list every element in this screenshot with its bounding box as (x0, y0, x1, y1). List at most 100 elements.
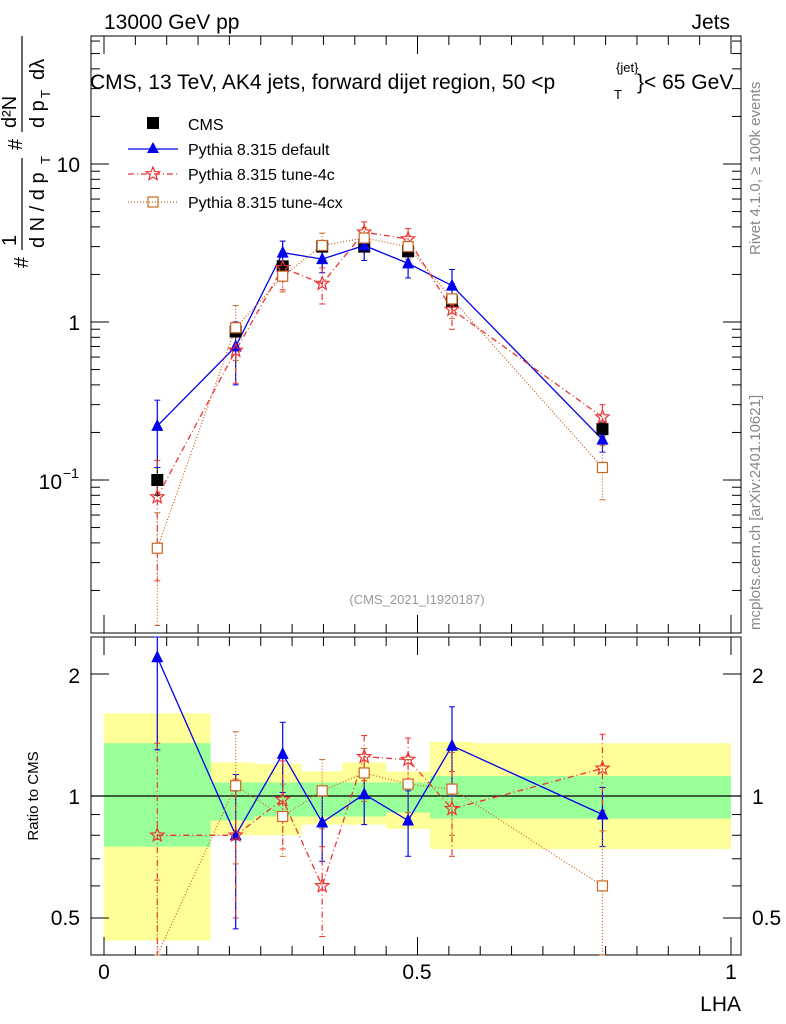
main-ytick-label-1: 1 (68, 312, 80, 335)
ratio-point-pythia-8-315-tune-4c (313, 877, 331, 893)
ratio-y-axis-label: Ratio to CMS (25, 751, 42, 840)
ratio-point-pythia-8-315-default (151, 650, 164, 663)
ratio-series-layer (149, 636, 611, 956)
ratio-point-pythia-8-315-tune-4cx (446, 783, 458, 795)
main-ytick-label-0p1-base: 10 (39, 471, 62, 494)
ratio-point-pythia-8-315-tune-4cx (230, 780, 242, 792)
x-axis-label: LHA (700, 993, 741, 1016)
legend-label-default: Pythia 8.315 default (188, 142, 330, 159)
ratio-point-pythia-8-315-tune-4c (227, 826, 244, 843)
legend-label-tune4cx: Pythia 8.315 tune-4cx (188, 195, 343, 212)
legend-marker-default (147, 142, 159, 153)
main-point-cms (151, 474, 164, 486)
main-series-layer (149, 221, 611, 626)
plot-title: CMS, 13 TeV, AK4 jets, forward dijet reg… (90, 60, 733, 102)
main-line-pythia-8-315-tune-4c (156, 231, 603, 498)
ratio-point-pythia-8-315-tune-4cx (277, 810, 289, 823)
ratio-ytick-label-0p5-right: 0.5 (752, 907, 781, 930)
xtick-label-1: 1 (725, 961, 737, 984)
title-main: CMS, 13 TeV, AK4 jets, forward dijet reg… (90, 71, 555, 94)
xtick-label-0p5: 0.5 (402, 961, 431, 984)
title-sup-jet: {jet} (616, 60, 639, 75)
ratio-point-pythia-8-315-tune-4cx (402, 778, 414, 790)
main-point-pythia-8-315-tune-4c (443, 300, 461, 317)
ratio-point-pythia-8-315-tune-4c (399, 750, 417, 767)
main-line-pythia-8-315-default (156, 244, 603, 441)
legend-marker-cms (147, 117, 159, 129)
ylabel-dN-dpT: d N / d p (27, 172, 49, 248)
legend-marker-tune4cx (147, 196, 159, 208)
ylabel-hash: # (11, 256, 33, 268)
main-point-pythia-8-315-default (276, 245, 289, 258)
mcplots-label: mcplots.cern.ch [arXiv:2401.10621] (747, 395, 764, 630)
ratio-uncertainty-bands (91, 713, 741, 941)
main-point-pythia-8-315-default (596, 432, 609, 445)
main-point-cms (596, 423, 609, 436)
ratio-ytick-label-0p5: 0.5 (51, 907, 80, 930)
ratio-point-pythia-8-315-default (402, 813, 415, 826)
ratio-point-pythia-8-315-tune-4cx (596, 880, 609, 892)
ratio-point-pythia-8-315-default (596, 807, 609, 820)
ratio-ytick-label-1-right: 1 (752, 786, 764, 809)
main-ytick-label-0p1-exp: −1 (63, 465, 79, 481)
ratio-point-pythia-8-315-tune-4cx (316, 785, 328, 797)
main-ytick-label-10: 10 (57, 154, 80, 177)
main-point-pythia-8-315-tune-4cx (358, 232, 370, 244)
main-point-pythia-8-315-default (445, 278, 458, 291)
ylabel-T-sub-2: T (38, 90, 53, 98)
ratio-line-pythia-8-315-tune-4c (157, 756, 603, 888)
xtick-label-0: 0 (98, 961, 110, 984)
ratio-ytick-label-2-right: 2 (752, 665, 764, 688)
ratio-point-pythia-8-315-tune-4c (149, 826, 166, 843)
main-point-pythia-8-315-default (316, 252, 329, 265)
ratio-point-pythia-8-315-tune-4c (594, 759, 611, 776)
legend-marker-tune4c (144, 165, 162, 182)
ylabel-T-sub-1: T (38, 156, 53, 164)
main-point-pythia-8-315-tune-4cx (402, 241, 414, 253)
ylabel-hash2: # (5, 138, 27, 150)
ratio-point-pythia-8-315-default (276, 746, 289, 759)
ratio-point-pythia-8-315-tune-4c (443, 800, 461, 816)
main-point-pythia-8-315-tune-4cx (230, 322, 242, 334)
main-point-pythia-8-315-tune-4cx (446, 293, 458, 305)
main-point-pythia-8-315-tune-4cx (596, 461, 609, 474)
legend-label-cms: CMS (188, 117, 224, 134)
main-y-axis-label: # 1 d N / d p T # d²N d p T dλ (0, 36, 53, 268)
title-end: }< 65 GeV (637, 71, 733, 94)
rivet-version-label: Rivet 4.1.0, ≥ 100k events (747, 82, 764, 255)
ratio-point-pythia-8-315-default (358, 787, 371, 800)
ratio-point-pythia-8-315-default (316, 815, 329, 828)
ylabel-dpT: d p (27, 100, 49, 128)
ratio-point-pythia-8-315-tune-4c (274, 790, 291, 807)
main-point-pythia-8-315-default (402, 256, 415, 269)
main-point-pythia-8-315-tune-4c (227, 341, 244, 358)
legend: CMS Pythia 8.315 default Pythia 8.315 tu… (128, 117, 343, 212)
ratio-point-pythia-8-315-default (445, 738, 458, 751)
ylabel-d2N: d²N (0, 96, 21, 128)
main-axis-ticks (91, 36, 741, 633)
title-sub-T: T (614, 87, 622, 102)
ratio-point-pythia-8-315-tune-4cx (358, 767, 370, 779)
main-point-pythia-8-315-tune-4cx (151, 542, 163, 554)
ratio-line-pythia-8-315-default (156, 656, 603, 837)
ylabel-dlambda: dλ (27, 59, 49, 80)
ratio-ytick-label-2: 2 (68, 665, 80, 688)
legend-label-tune4c: Pythia 8.315 tune-4c (188, 167, 335, 184)
main-point-pythia-8-315-tune-4c (149, 488, 166, 505)
ylabel-one: 1 (0, 235, 21, 246)
ratio-axis-ticks (91, 637, 741, 955)
main-point-pythia-8-315-default (358, 238, 371, 251)
header-jets: Jets (691, 11, 730, 34)
main-line-pythia-8-315-tune-4cx (156, 237, 603, 549)
main-point-pythia-8-315-tune-4c (594, 408, 611, 425)
header-energy: 13000 GeV pp (104, 11, 239, 34)
main-point-pythia-8-315-default (151, 418, 164, 431)
ratio-ytick-label-1: 1 (68, 786, 80, 809)
main-point-pythia-8-315-tune-4cx (316, 239, 328, 252)
main-panel-frame (90, 35, 742, 634)
ratio-point-pythia-8-315-tune-4c (355, 748, 373, 764)
ratio-line-pythia-8-315-tune-4cx (156, 772, 603, 956)
main-point-pythia-8-315-tune-4c (313, 274, 331, 291)
analysis-id: (CMS_2021_I1920187) (349, 592, 484, 607)
